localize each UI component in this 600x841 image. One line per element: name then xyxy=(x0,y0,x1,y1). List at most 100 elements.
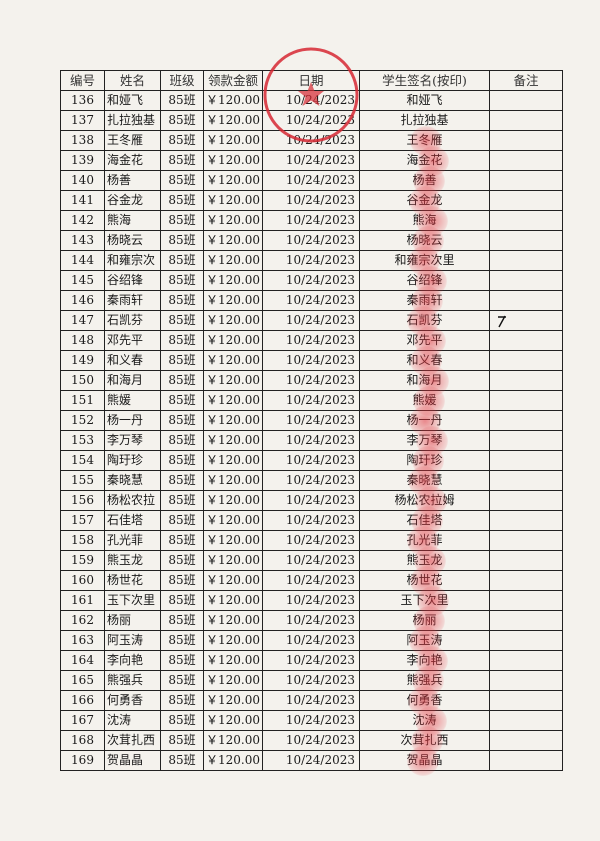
cell-name: 和雍宗次 xyxy=(104,250,161,271)
cell-name: 次茸扎西 xyxy=(104,730,161,751)
cell-remarks xyxy=(489,230,563,251)
cell-amount: ￥120.00 xyxy=(203,550,263,571)
cell-number: 149 xyxy=(60,350,105,371)
cell-class: 85班 xyxy=(160,670,204,691)
table-row: 154 陶玗珍 85班 ￥120.00 10/24/2023 陶玗珍 xyxy=(60,450,563,471)
cell-amount: ￥120.00 xyxy=(203,710,263,731)
cell-date: 10/24/2023 xyxy=(262,650,360,671)
cell-date: 10/24/2023 xyxy=(262,210,360,231)
table-row: 158 孔光菲 85班 ￥120.00 10/24/2023 孔光菲 xyxy=(60,530,563,551)
cell-remarks xyxy=(489,370,563,391)
cell-date: 10/24/2023 xyxy=(262,370,360,391)
cell-remarks xyxy=(489,550,563,571)
cell-remarks xyxy=(489,150,563,171)
cell-class: 85班 xyxy=(160,230,204,251)
cell-number: 166 xyxy=(60,690,105,711)
cell-class: 85班 xyxy=(160,510,204,531)
cell-number: 157 xyxy=(60,510,105,531)
cell-number: 136 xyxy=(60,90,105,111)
cell-remarks xyxy=(489,710,563,731)
cell-amount: ￥120.00 xyxy=(203,430,263,451)
cell-date: 10/24/2023 xyxy=(262,230,360,251)
cell-class: 85班 xyxy=(160,710,204,731)
cell-amount: ￥120.00 xyxy=(203,290,263,311)
cell-amount: ￥120.00 xyxy=(203,230,263,251)
cell-date: 10/24/2023 xyxy=(262,110,360,131)
cell-amount: ￥120.00 xyxy=(203,450,263,471)
cell-remarks xyxy=(489,90,563,111)
cell-date: 10/24/2023 xyxy=(262,570,360,591)
cell-number: 165 xyxy=(60,670,105,691)
cell-name: 杨一丹 xyxy=(104,410,161,431)
cell-name: 杨世花 xyxy=(104,570,161,591)
cell-remarks xyxy=(489,130,563,151)
cell-number: 147 xyxy=(60,310,105,331)
table-row: 157 石佳塔 85班 ￥120.00 10/24/2023 石佳塔 xyxy=(60,510,563,531)
cell-number: 167 xyxy=(60,710,105,731)
table-row: 141 谷金龙 85班 ￥120.00 10/24/2023 谷金龙 xyxy=(60,190,563,211)
cell-number: 169 xyxy=(60,750,105,771)
table-row: 169 贺晶晶 85班 ￥120.00 10/24/2023 贺晶晶 xyxy=(60,750,563,771)
table-row: 152 杨一丹 85班 ￥120.00 10/24/2023 杨一丹 xyxy=(60,410,563,431)
cell-class: 85班 xyxy=(160,170,204,191)
cell-signature: 熊强兵 xyxy=(359,670,490,691)
table-row: 159 熊玉龙 85班 ￥120.00 10/24/2023 熊玉龙 xyxy=(60,550,563,571)
cell-name: 熊海 xyxy=(104,210,161,231)
cell-signature: 谷金龙 xyxy=(359,190,490,211)
cell-signature: 谷绍锋 xyxy=(359,270,490,291)
cell-name: 李向艳 xyxy=(104,650,161,671)
table-row: 164 李向艳 85班 ￥120.00 10/24/2023 李向艳 xyxy=(60,650,563,671)
cell-amount: ￥120.00 xyxy=(203,250,263,271)
cell-date: 10/24/2023 xyxy=(262,170,360,191)
cell-date: 10/24/2023 xyxy=(262,510,360,531)
cell-number: 146 xyxy=(60,290,105,311)
cell-number: 138 xyxy=(60,130,105,151)
cell-name: 王冬雁 xyxy=(104,130,161,151)
cell-number: 143 xyxy=(60,230,105,251)
cell-signature: 石凯芬 xyxy=(359,310,490,331)
cell-class: 85班 xyxy=(160,270,204,291)
cell-signature: 杨世花 xyxy=(359,570,490,591)
table-row: 168 次茸扎西 85班 ￥120.00 10/24/2023 次茸扎西 xyxy=(60,730,563,751)
cell-number: 160 xyxy=(60,570,105,591)
cell-signature: 王冬雁 xyxy=(359,130,490,151)
header-name: 姓名 xyxy=(104,70,161,91)
cell-date: 10/24/2023 xyxy=(262,530,360,551)
cell-number: 158 xyxy=(60,530,105,551)
cell-remarks xyxy=(489,170,563,191)
cell-signature: 石佳塔 xyxy=(359,510,490,531)
cell-class: 85班 xyxy=(160,390,204,411)
cell-signature: 扎拉独基 xyxy=(359,110,490,131)
cell-name: 孔光菲 xyxy=(104,530,161,551)
cell-number: 164 xyxy=(60,650,105,671)
cell-signature: 孔光菲 xyxy=(359,530,490,551)
cell-date: 10/24/2023 xyxy=(262,390,360,411)
cell-remarks xyxy=(489,490,563,511)
cell-date: 10/24/2023 xyxy=(262,610,360,631)
cell-number: 139 xyxy=(60,150,105,171)
cell-class: 85班 xyxy=(160,330,204,351)
header-amount: 领款金额 xyxy=(203,70,263,91)
header-number: 编号 xyxy=(60,70,105,91)
cell-amount: ￥120.00 xyxy=(203,410,263,431)
cell-name: 邓先平 xyxy=(104,330,161,351)
cell-number: 156 xyxy=(60,490,105,511)
table-row: 143 杨晓云 85班 ￥120.00 10/24/2023 杨晓云 xyxy=(60,230,563,251)
table-row: 162 杨丽 85班 ￥120.00 10/24/2023 杨丽 xyxy=(60,610,563,631)
cell-class: 85班 xyxy=(160,690,204,711)
cell-amount: ￥120.00 xyxy=(203,530,263,551)
cell-name: 谷绍锋 xyxy=(104,270,161,291)
cell-date: 10/24/2023 xyxy=(262,450,360,471)
table-row: 138 王冬雁 85班 ￥120.00 10/24/2023 王冬雁 xyxy=(60,130,563,151)
cell-date: 10/24/2023 xyxy=(262,550,360,571)
cell-class: 85班 xyxy=(160,410,204,431)
cell-number: 142 xyxy=(60,210,105,231)
cell-number: 162 xyxy=(60,610,105,631)
cell-date: 10/24/2023 xyxy=(262,270,360,291)
cell-remarks xyxy=(489,330,563,351)
cell-remarks xyxy=(489,310,563,331)
header-remarks: 备注 xyxy=(489,70,563,91)
cell-name: 和娅飞 xyxy=(104,90,161,111)
cell-signature: 杨善 xyxy=(359,170,490,191)
cell-number: 137 xyxy=(60,110,105,131)
